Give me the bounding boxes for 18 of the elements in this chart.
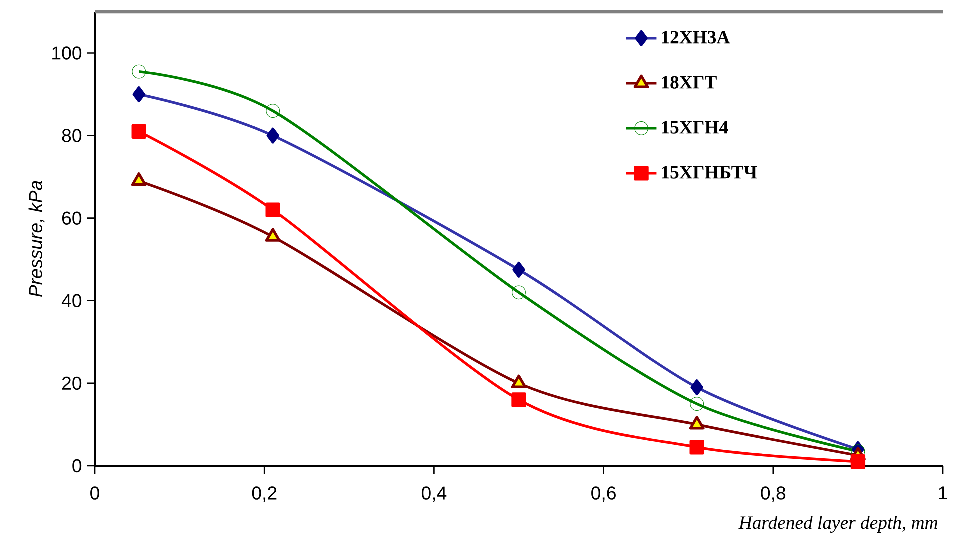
x-axis-title: Hardened layer depth, mm: [738, 516, 938, 534]
y-tick-label: 20: [62, 376, 82, 390]
legend-label: 15ХГН4: [662, 121, 728, 134]
y-tick-label: 100: [52, 46, 82, 60]
legend-label: 15ХГНБТЧ: [662, 166, 758, 179]
x-tick-label: 1: [939, 486, 948, 500]
legend-label: 18ХГТ: [662, 76, 717, 89]
x-tick-label: 0,2: [252, 486, 277, 502]
y-tick-label: 80: [62, 129, 82, 142]
y-tick-label: 0: [72, 459, 82, 473]
y-axis-title: Pressure, kPa: [28, 181, 45, 298]
x-tick-label: 0,6: [592, 486, 616, 502]
y-tick-label: 60: [62, 212, 82, 225]
x-tick-label: 0,4: [422, 486, 447, 502]
y-tick-label: 40: [62, 294, 82, 308]
legend-label: 12ХН3А: [662, 31, 730, 44]
x-tick-label: 0: [90, 486, 100, 500]
x-tick-label: 0,8: [761, 486, 786, 502]
